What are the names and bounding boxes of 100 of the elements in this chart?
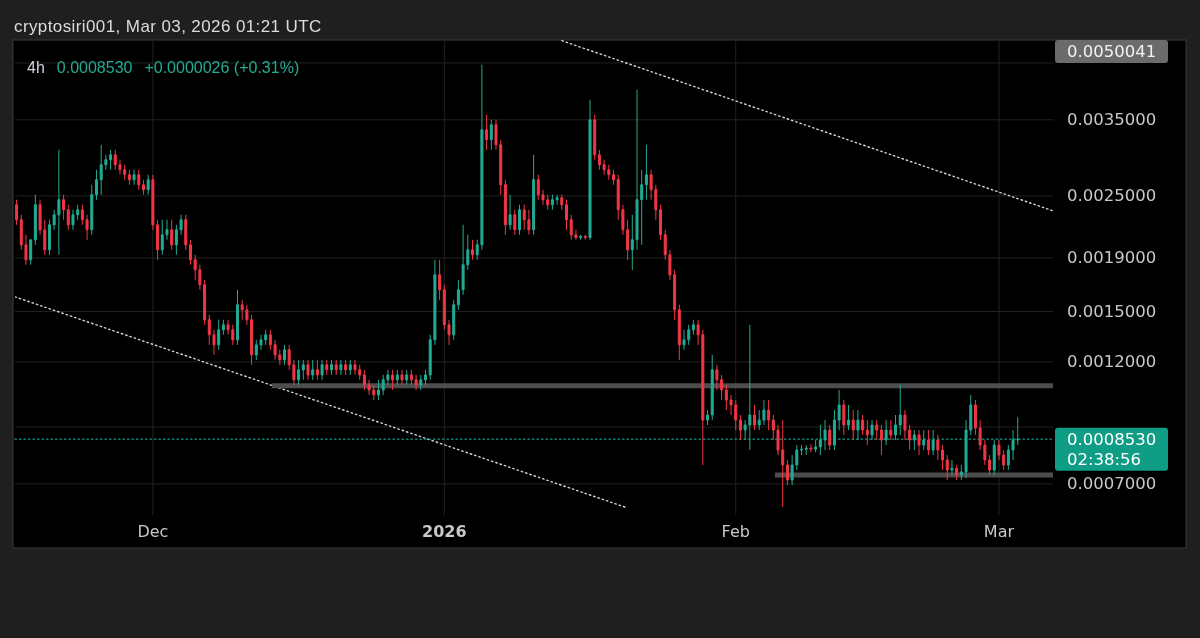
ref-line-label: 0.0008530 [1067,429,1157,449]
candlestick [311,359,315,381]
x-tick-label: Dec [137,521,169,541]
candlestick [814,439,818,453]
candlestick [555,194,559,206]
candlestick [922,429,926,451]
candlestick [235,289,239,346]
candlestick [508,194,512,231]
candlestick [800,444,804,456]
candlestick [659,204,663,241]
text: 4h [27,58,45,76]
candlestick [90,184,94,236]
candlestick [527,209,531,236]
candlestick [931,429,935,456]
candlestick [62,194,66,221]
candlestick [894,414,898,441]
candlestick [184,214,188,251]
candlestick [419,374,423,391]
candlestick [132,169,136,186]
candlestick [33,194,37,246]
candlestick [489,119,493,151]
candlestick [785,459,789,486]
y-tick-label: 0.0035000 [1067,110,1157,130]
candlestick [503,179,507,236]
candlestick [950,459,954,476]
candlestick [471,239,474,261]
candlestick [612,169,616,186]
candlestick [315,359,319,381]
candlestick [936,434,940,461]
candlestick [861,414,865,436]
x-tick-label: Mar [983,521,1015,541]
candlestick [146,174,150,196]
candlestick [809,443,813,453]
candlestick [353,359,357,376]
candlestick [706,409,710,426]
candlestick [710,354,714,421]
candlestick [348,359,352,376]
candlestick [217,319,221,351]
candlestick [518,204,522,236]
candlestick [66,204,70,231]
candlestick [842,399,846,436]
candlestick [320,359,324,381]
annotation: 0.0008530 [56,58,133,76]
x-tick-label: 2026 [422,521,467,541]
candlestick [141,179,145,196]
candlestick [955,464,959,481]
candlestick [513,209,517,236]
candlestick [329,359,333,376]
candlestick [127,169,131,186]
candlestick [677,304,681,361]
candlestick [823,419,827,451]
text: cryptosiri001, Mar 03, 2026 01:21 UTC [14,16,322,36]
candlestick [15,199,19,226]
candlestick [593,114,597,161]
candlestick [57,149,61,256]
annotation: +0.0000026 (+0.31%) [144,58,300,76]
candlestick [94,169,98,201]
candlestick [344,359,348,376]
candlestick [282,344,286,366]
candlestick [424,369,427,386]
candlestick [879,424,883,456]
candlestick [945,454,949,481]
candlestick [395,369,399,386]
candlestick [583,234,587,241]
candlestick [325,359,329,376]
candlestick [334,359,338,376]
candlestick [588,99,592,241]
candlestick [579,234,583,241]
candlestick [29,239,33,266]
candlestick [884,419,888,446]
candlestick [926,429,930,456]
y-tick-label: 0.0015000 [1067,301,1157,321]
candlestick [898,384,902,436]
x-tick-label: Feb [721,521,750,541]
candlestick [188,239,192,266]
candlestick [400,369,404,386]
candlestick [856,409,860,441]
candlestick [452,299,456,341]
candlestick [137,169,141,191]
candlestick [560,194,564,211]
candlestick [414,374,418,391]
candlestick [71,209,75,231]
y-tick-label: 0.0025000 [1067,186,1157,206]
candlestick [339,359,343,376]
candlestick [438,259,442,301]
candlestick [377,379,380,401]
candlestick [565,199,569,231]
candlestick [221,319,225,336]
candlestick [762,399,766,426]
candlestick [532,154,536,236]
candlestick [691,319,695,336]
candlestick [297,359,301,386]
candlestick [870,419,874,441]
candlestick [828,424,832,451]
candlestick [847,404,851,431]
text: 0.0050041 [1067,42,1157,61]
candlestick [992,439,996,476]
candlestick [804,444,808,456]
y-tick-label: 0.0019000 [1067,248,1157,268]
candlestick [485,114,489,151]
